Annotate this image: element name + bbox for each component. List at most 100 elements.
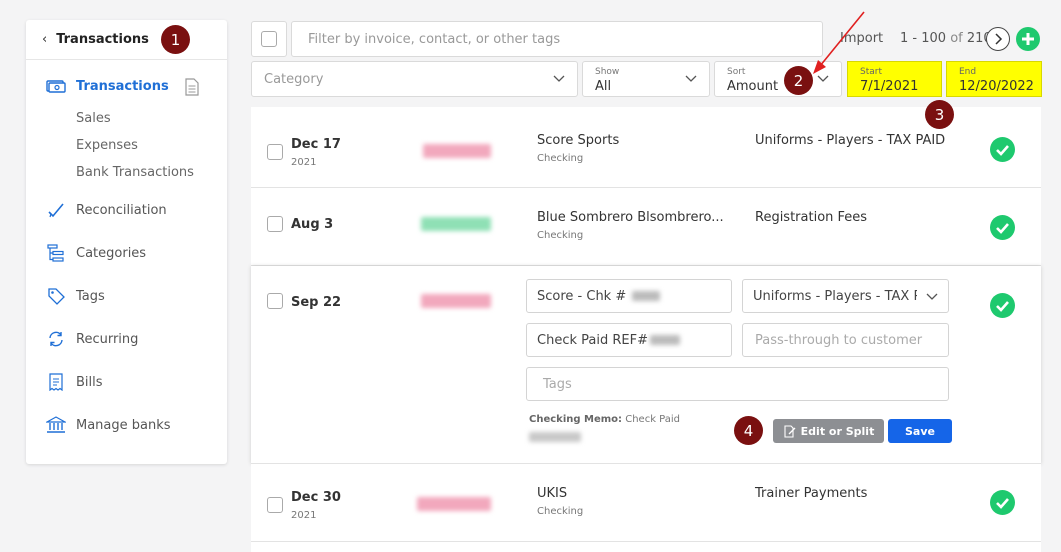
row-category: Registration Fees bbox=[755, 210, 868, 225]
redacted-amount bbox=[423, 144, 491, 158]
category-dropdown[interactable]: Category bbox=[251, 61, 578, 97]
start-value: 7/1/2021 bbox=[860, 79, 919, 94]
transactions-table: Dec 17 2021 Score Sports Checking Unifor… bbox=[251, 107, 1041, 552]
redacted-amount bbox=[421, 217, 491, 231]
end-value: 12/20/2022 bbox=[959, 79, 1034, 94]
start-date-field[interactable]: Start 7/1/2021 bbox=[847, 61, 942, 97]
sidebar-item-label: Recurring bbox=[76, 331, 139, 347]
sidebar-item-label: Transactions bbox=[76, 78, 169, 94]
sidebar-back-link[interactable]: ‹ Transactions bbox=[26, 20, 227, 60]
sidebar-item-label: Tags bbox=[76, 288, 105, 304]
sidebar-item-label: Manage banks bbox=[76, 417, 171, 433]
sidebar-item-categories[interactable]: Categories bbox=[46, 243, 146, 263]
annotation-badge-4: 4 bbox=[734, 416, 763, 445]
hierarchy-icon bbox=[46, 243, 66, 263]
end-date-field[interactable]: End 12/20/2022 bbox=[946, 61, 1042, 97]
row-date: Dec 17 bbox=[291, 137, 341, 152]
select-all-checkbox[interactable] bbox=[261, 31, 277, 47]
sidebar-item-tags[interactable]: Tags bbox=[46, 286, 105, 306]
checking-memo-text: Check Paid bbox=[625, 414, 680, 425]
end-label: End bbox=[959, 67, 977, 77]
reconciled-check-icon[interactable] bbox=[990, 215, 1015, 240]
row-category: Uniforms - Players - TAX PAID bbox=[755, 133, 946, 148]
chevron-down-icon bbox=[926, 293, 938, 300]
row-name: Blue Sombrero Blsombrero... bbox=[537, 210, 724, 225]
pager-of: of bbox=[950, 31, 963, 46]
category-value: Uniforms - Players - TAX PAID bbox=[753, 288, 917, 304]
row-checkbox[interactable] bbox=[267, 216, 283, 232]
payee-field[interactable]: Score - Chk # bbox=[526, 279, 732, 313]
row-date: Dec 30 bbox=[291, 490, 341, 505]
reconciled-check-icon[interactable] bbox=[990, 293, 1015, 318]
edit-or-split-label: Edit or Split bbox=[800, 424, 875, 438]
row-category: Trainer Payments bbox=[755, 486, 868, 501]
chevron-down-icon bbox=[553, 75, 565, 82]
category-placeholder: Category bbox=[264, 72, 324, 87]
row-checkbox[interactable] bbox=[267, 144, 283, 160]
sidebar: ‹ Transactions Transactions Sales Expens… bbox=[26, 20, 227, 464]
add-transaction-button[interactable] bbox=[1016, 27, 1040, 51]
sort-label: Sort bbox=[727, 67, 746, 77]
annotation-badge-3: 3 bbox=[925, 100, 954, 129]
row-checkbox[interactable] bbox=[267, 293, 283, 309]
chevron-left-icon: ‹ bbox=[42, 32, 48, 47]
show-dropdown[interactable]: Show All bbox=[582, 61, 710, 97]
row-checkbox[interactable] bbox=[267, 497, 283, 513]
chevron-down-icon bbox=[817, 75, 829, 82]
memo-value: Check Paid REF# bbox=[537, 332, 648, 348]
annotation-badge-1: 1 bbox=[161, 25, 190, 54]
pager-text: 1 - 100 of 210 bbox=[900, 31, 992, 46]
table-row[interactable]: Aug 3 Blue Sombrero Blsombrero... Checki… bbox=[251, 188, 1041, 266]
money-icon bbox=[46, 76, 66, 96]
sidebar-item-reconciliation[interactable]: Reconciliation bbox=[46, 200, 167, 220]
table-row[interactable]: Dec 17 2021 Score Sports Checking Unifor… bbox=[251, 107, 1041, 188]
show-value: All bbox=[595, 79, 612, 94]
redacted-amount bbox=[417, 497, 491, 511]
table-row[interactable]: Dec 30 2021 UKIS Checking Trainer Paymen… bbox=[251, 464, 1041, 542]
select-all-wrapper bbox=[251, 21, 287, 57]
import-link[interactable]: Import bbox=[840, 31, 884, 46]
category-select[interactable]: Uniforms - Players - TAX PAID bbox=[742, 279, 949, 313]
row-date: Sep 22 bbox=[291, 295, 342, 310]
redacted-amount bbox=[421, 294, 491, 308]
redacted-memo bbox=[529, 432, 581, 442]
redacted-reference bbox=[649, 335, 680, 345]
sidebar-item-transactions[interactable]: Transactions bbox=[46, 76, 169, 96]
bank-icon bbox=[46, 415, 66, 435]
tags-field[interactable]: Tags bbox=[526, 367, 949, 401]
sidebar-item-label: Categories bbox=[76, 245, 147, 261]
sidebar-item-label: Bills bbox=[76, 374, 103, 390]
save-button[interactable]: Save bbox=[888, 419, 952, 443]
sidebar-item-label: Reconciliation bbox=[76, 202, 167, 218]
sidebar-item-manage-banks[interactable]: Manage banks bbox=[46, 415, 171, 435]
sidebar-item-bills[interactable]: Bills bbox=[46, 372, 103, 392]
reconciled-check-icon[interactable] bbox=[990, 490, 1015, 515]
check-icon bbox=[46, 200, 66, 220]
sidebar-subitem-sales[interactable]: Sales bbox=[76, 111, 111, 126]
sidebar-item-recurring[interactable]: Recurring bbox=[46, 329, 138, 349]
row-account: Checking bbox=[537, 153, 584, 164]
customer-field[interactable]: Pass-through to customer bbox=[742, 323, 949, 357]
document-icon[interactable] bbox=[184, 78, 200, 100]
filter-input[interactable]: Filter by invoice, contact, or other tag… bbox=[291, 21, 823, 57]
annotation-badge-2: 2 bbox=[784, 66, 813, 95]
sidebar-subitem-expenses[interactable]: Expenses bbox=[76, 138, 138, 153]
memo-field[interactable]: Check Paid REF# bbox=[526, 323, 732, 357]
show-label: Show bbox=[595, 67, 620, 77]
row-name: UKIS bbox=[537, 486, 568, 501]
row-account: Checking bbox=[537, 506, 584, 517]
sidebar-subitem-bank-transactions[interactable]: Bank Transactions bbox=[76, 165, 194, 180]
next-page-button[interactable] bbox=[986, 27, 1010, 51]
checking-memo: Checking Memo: Check Paid bbox=[529, 414, 680, 425]
sort-value: Amount bbox=[727, 79, 779, 94]
row-name: Score Sports bbox=[537, 133, 620, 148]
edit-icon bbox=[784, 424, 796, 438]
row-year: 2021 bbox=[291, 510, 317, 521]
sidebar-title: Transactions bbox=[56, 32, 149, 47]
bill-icon bbox=[46, 372, 66, 392]
expanded-row[interactable]: Sep 22 Score - Chk # Uniforms - Players … bbox=[251, 266, 1041, 464]
edit-or-split-button[interactable]: Edit or Split bbox=[773, 419, 884, 443]
reconciled-check-icon[interactable] bbox=[990, 137, 1015, 162]
checking-memo-label: Checking Memo: bbox=[529, 414, 623, 425]
tag-icon bbox=[46, 286, 66, 306]
